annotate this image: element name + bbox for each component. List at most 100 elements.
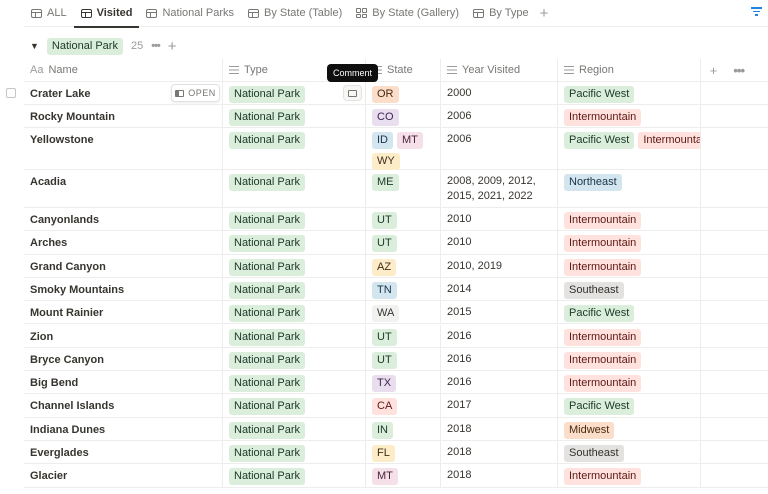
table-row[interactable]: Smoky Mountains National Park TN 2014 Southe… bbox=[24, 277, 768, 302]
type-cell[interactable]: National Park bbox=[223, 464, 366, 487]
table-row[interactable]: Bryce Canyon National Park UT 2016 Intermoun… bbox=[24, 347, 768, 372]
year-cell[interactable]: 2018 bbox=[441, 441, 558, 464]
year-cell[interactable]: 2018 bbox=[441, 417, 558, 440]
state-cell[interactable]: CO bbox=[366, 105, 441, 127]
more-icon[interactable]: ••• bbox=[733, 63, 745, 78]
region-cell[interactable]: Pacific WestIntermountain bbox=[558, 128, 701, 169]
more-icon[interactable]: ••• bbox=[151, 40, 161, 52]
state-cell[interactable]: UT bbox=[366, 231, 441, 254]
state-cell[interactable]: AZ bbox=[366, 254, 441, 277]
region-cell[interactable]: Intermountain bbox=[558, 347, 701, 371]
table-row[interactable]: Everglades National Park FL 2018 Southeast bbox=[24, 441, 768, 465]
column-year[interactable]: Year Visited bbox=[441, 59, 558, 81]
state-cell[interactable]: FL bbox=[366, 441, 441, 464]
table-row[interactable]: Acadia National Park ME 2008, 2009, 2012, 2… bbox=[24, 170, 768, 208]
empty-cell[interactable] bbox=[701, 231, 768, 253]
year-cell[interactable]: 2015 bbox=[441, 301, 558, 324]
type-cell[interactable]: National Park bbox=[223, 277, 366, 301]
region-cell[interactable]: Southeast bbox=[558, 277, 701, 301]
empty-cell[interactable] bbox=[701, 394, 768, 416]
state-cell[interactable]: ME bbox=[366, 170, 441, 207]
collapse-triangle-icon[interactable]: ▼ bbox=[30, 41, 39, 51]
tab-by-state-gallery-[interactable]: By State (Gallery) bbox=[349, 0, 466, 27]
type-cell[interactable]: National Park bbox=[223, 208, 366, 231]
type-cell[interactable]: National Park bbox=[223, 128, 366, 169]
empty-cell[interactable] bbox=[701, 348, 768, 370]
year-cell[interactable]: 2006 bbox=[441, 128, 558, 169]
year-cell[interactable]: 2010 bbox=[441, 208, 558, 231]
add-icon[interactable]: + bbox=[167, 37, 177, 55]
table-row[interactable]: Crater Lake National Park OR 2000 Pacific We… bbox=[24, 82, 768, 105]
name-cell[interactable]: Acadia bbox=[24, 170, 223, 207]
state-cell[interactable]: MT bbox=[366, 464, 441, 487]
state-cell[interactable]: ID MT WY bbox=[366, 128, 441, 170]
row-checkbox[interactable] bbox=[6, 88, 16, 98]
type-cell[interactable]: National Park bbox=[223, 347, 366, 371]
column-region[interactable]: Region bbox=[558, 59, 701, 81]
region-cell[interactable]: Pacific West bbox=[558, 82, 701, 104]
table-row[interactable]: Mount Rainier National Park WA 2015 Pacific … bbox=[24, 301, 768, 325]
table-row[interactable]: Channel Islands National Park CA 2017 Pacifi… bbox=[24, 394, 768, 418]
year-cell[interactable]: 2016 bbox=[441, 371, 558, 394]
name-cell[interactable]: Channel Islands bbox=[24, 394, 223, 417]
tab-by-type[interactable]: By Type bbox=[466, 0, 536, 27]
type-cell[interactable]: National Park bbox=[223, 82, 366, 104]
name-cell[interactable]: Yellowstone bbox=[24, 128, 223, 169]
region-cell[interactable]: Southeast bbox=[558, 441, 701, 464]
year-cell[interactable]: 2017 bbox=[441, 394, 558, 417]
name-cell[interactable]: Smoky Mountains bbox=[24, 277, 223, 301]
region-cell[interactable]: Intermountain bbox=[558, 208, 701, 231]
region-cell[interactable]: Pacific West bbox=[558, 394, 701, 417]
region-cell[interactable]: Intermountain bbox=[558, 231, 701, 254]
region-cell[interactable]: Northeast bbox=[558, 170, 701, 207]
open-button[interactable]: OPEN bbox=[171, 84, 220, 102]
state-cell[interactable]: UT bbox=[366, 324, 441, 347]
state-cell[interactable]: UT bbox=[366, 347, 441, 371]
type-cell[interactable]: National Park bbox=[223, 254, 366, 277]
type-cell[interactable]: National Park bbox=[223, 231, 366, 254]
type-cell[interactable]: National Park bbox=[223, 324, 366, 347]
type-cell[interactable]: National Park bbox=[223, 441, 366, 464]
table-row[interactable]: Indiana Dunes National Park IN 2018 Midwest bbox=[24, 417, 768, 441]
table-row[interactable]: Zion National Park UT 2016 Intermountain bbox=[24, 324, 768, 348]
region-cell[interactable]: Intermountain bbox=[558, 254, 701, 277]
state-cell[interactable]: IN bbox=[366, 417, 441, 440]
type-cell[interactable]: National Park bbox=[223, 371, 366, 394]
state-cell[interactable]: UT bbox=[366, 208, 441, 231]
type-cell[interactable]: National Park bbox=[223, 170, 366, 207]
filter-icon[interactable] bbox=[751, 7, 762, 17]
name-cell[interactable]: Canyonlands bbox=[24, 208, 223, 231]
region-cell[interactable]: Intermountain bbox=[558, 324, 701, 347]
region-cell[interactable]: Intermountain bbox=[558, 371, 701, 394]
empty-cell[interactable] bbox=[701, 278, 768, 300]
year-cell[interactable]: 2018 bbox=[441, 464, 558, 487]
table-row[interactable]: Rocky Mountain National Park CO 2006 Intermo… bbox=[24, 105, 768, 128]
empty-cell[interactable] bbox=[701, 170, 768, 207]
empty-cell[interactable] bbox=[701, 105, 768, 127]
state-cell[interactable]: TX bbox=[366, 371, 441, 394]
tab-by-state-table-[interactable]: By State (Table) bbox=[241, 0, 349, 27]
name-cell[interactable]: Zion bbox=[24, 324, 223, 347]
region-cell[interactable]: Midwest bbox=[558, 417, 701, 440]
name-cell[interactable]: Rocky Mountain bbox=[24, 105, 223, 127]
type-cell[interactable]: National Park bbox=[223, 301, 366, 324]
region-cell[interactable]: Intermountain bbox=[558, 464, 701, 487]
add-view-icon[interactable]: + bbox=[539, 4, 549, 22]
type-cell[interactable]: National Park bbox=[223, 105, 366, 127]
empty-cell[interactable] bbox=[701, 128, 768, 169]
table-row[interactable]: Big Bend National Park TX 2016 Intermountain bbox=[24, 371, 768, 395]
year-cell[interactable]: 2016 bbox=[441, 324, 558, 347]
tab-national-parks[interactable]: National Parks bbox=[139, 0, 241, 27]
column-name[interactable]: Aa Name bbox=[24, 59, 223, 81]
state-cell[interactable]: TN bbox=[366, 277, 441, 301]
state-cell[interactable]: WA bbox=[366, 301, 441, 324]
table-row[interactable]: Canyonlands National Park UT 2010 Intermount… bbox=[24, 208, 768, 232]
name-cell[interactable]: Crater Lake bbox=[24, 82, 223, 104]
name-cell[interactable]: Bryce Canyon bbox=[24, 347, 223, 371]
name-cell[interactable]: Glacier bbox=[24, 464, 223, 487]
year-cell[interactable]: 2006 bbox=[441, 105, 558, 127]
year-cell[interactable]: 2000 bbox=[441, 82, 558, 104]
year-cell[interactable]: 2008, 2009, 2012, 2015, 2021, 2022 bbox=[441, 170, 558, 207]
add-column-icon[interactable]: + bbox=[709, 63, 718, 78]
year-cell[interactable]: 2010, 2019 bbox=[441, 254, 558, 277]
